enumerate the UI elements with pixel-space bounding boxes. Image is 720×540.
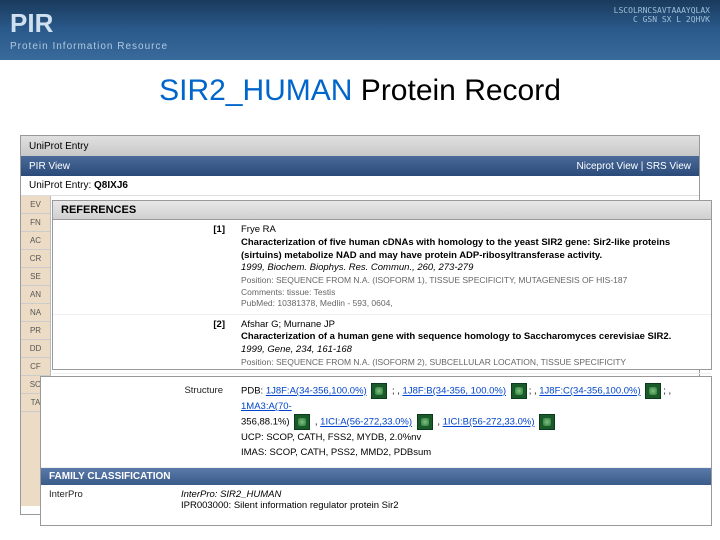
- side-tab[interactable]: PR: [21, 322, 50, 340]
- side-tab[interactable]: EV: [21, 196, 50, 214]
- structure-thumb-icon[interactable]: [645, 383, 661, 399]
- structure-thumb-icon[interactable]: [417, 414, 433, 430]
- reference-citation: 1999, Gene, 234, 161-168: [241, 344, 703, 357]
- reference-authors: Afshar G; Murnane JP: [241, 319, 703, 332]
- pdb-link[interactable]: 1ICI:B(56-272,33.0%): [443, 417, 535, 428]
- view-links[interactable]: Niceprot View | SRS View: [577, 161, 692, 172]
- structure-thumb-icon[interactable]: [539, 414, 555, 430]
- reference-ids[interactable]: PubMed: 10381378, Medlin - 593, 0604,: [241, 298, 703, 309]
- pdb-text: PDB:: [241, 386, 266, 397]
- structure-thumb-icon[interactable]: [511, 383, 527, 399]
- pdb-link[interactable]: 1MA3:A(70-: [241, 401, 292, 412]
- uniprot-entry-label: UniProt Entry: [29, 141, 88, 152]
- interpro-id[interactable]: InterPro: SIR2_HUMAN: [181, 489, 703, 500]
- reference-comments: Comments: tissue: Testis: [241, 287, 703, 298]
- pir-view-label[interactable]: PIR View: [29, 161, 70, 172]
- pdb-link[interactable]: 1ICI:A(56-272,33.0%): [320, 417, 412, 428]
- side-tab[interactable]: AN: [21, 286, 50, 304]
- pdb-link[interactable]: 1J8F:B(34-356, 100.0%): [403, 386, 507, 397]
- pir-view-bar: PIR View Niceprot View | SRS View: [21, 156, 699, 176]
- references-header: REFERENCES: [53, 201, 711, 220]
- structure-thumb-icon[interactable]: [294, 414, 310, 430]
- reference-authors: Frye RA: [241, 224, 703, 237]
- side-tab[interactable]: CR: [21, 250, 50, 268]
- reference-row: [2] Afshar G; Murnane JP Characterizatio…: [53, 315, 711, 374]
- ucp-line[interactable]: UCP: SCOP, CATH, FSS2, MYDB, 2.0%nv: [241, 430, 703, 445]
- structure-thumb-icon[interactable]: [371, 383, 387, 399]
- page-title: SIR2_HUMAN Protein Record: [0, 60, 720, 122]
- structure-family-panel: Structure PDB: 1J8F:A(34-356,100.0%) ; ,…: [40, 376, 712, 526]
- entry-id-value[interactable]: Q8IXJ6: [94, 180, 128, 191]
- app-header: PIR Protein Information Resource LSCOLRN…: [0, 0, 720, 60]
- family-classification-bar: FAMILY CLASSIFICATION: [41, 468, 711, 485]
- logo-subtitle: Protein Information Resource: [10, 41, 168, 52]
- reference-number: [2]: [61, 319, 231, 369]
- pdb-link[interactable]: 1J8F:A(34-356,100.0%): [266, 386, 367, 397]
- side-tab[interactable]: AC: [21, 232, 50, 250]
- reference-title: Characterization of a human gene with se…: [241, 331, 703, 344]
- side-tab[interactable]: NA: [21, 304, 50, 322]
- side-tab[interactable]: DD: [21, 340, 50, 358]
- interpro-label: InterPro: [49, 489, 169, 511]
- reference-position: Position: SEQUENCE FROM N.A. (ISOFORM 1)…: [241, 275, 703, 286]
- references-panel: REFERENCES [1] Frye RA Characterization …: [52, 200, 712, 370]
- side-tab[interactable]: CF: [21, 358, 50, 376]
- decorative-sequence: LSCOLRNCSAVTAAAYQLAX C GSN SX L 2QHVK: [614, 6, 710, 24]
- structure-row: Structure PDB: 1J8F:A(34-356,100.0%) ; ,…: [41, 377, 711, 468]
- family-row: InterPro InterPro: SIR2_HUMAN IPR003000:…: [41, 485, 711, 515]
- reference-citation: 1999, Biochem. Biophys. Res. Commun., 26…: [241, 262, 703, 275]
- entry-id-label: UniProt Entry:: [29, 180, 91, 191]
- reference-position: Position: SEQUENCE FROM N.A. (ISOFORM 2)…: [241, 357, 703, 368]
- pdb-link[interactable]: 1J8F:C(34-356,100.0%): [539, 386, 640, 397]
- side-tab[interactable]: SE: [21, 268, 50, 286]
- reference-title: Characterization of five human cDNAs wit…: [241, 237, 703, 263]
- reference-number: [1]: [61, 224, 231, 310]
- structure-body: PDB: 1J8F:A(34-356,100.0%) ; , 1J8F:B(34…: [241, 383, 703, 461]
- logo-text: PIR: [10, 8, 168, 39]
- entry-id-row: UniProt Entry: Q8IXJ6: [21, 176, 699, 196]
- interpro-desc[interactable]: IPR003000: Silent information regulator …: [181, 500, 703, 511]
- structure-label: Structure: [49, 383, 229, 461]
- side-tab[interactable]: FN: [21, 214, 50, 232]
- imas-line[interactable]: IMAS: SCOP, CATH, PSS2, MMD2, PDBsum: [241, 445, 703, 460]
- reference-row: [1] Frye RA Characterization of five hum…: [53, 220, 711, 315]
- uniprot-entry-bar: UniProt Entry: [21, 136, 699, 156]
